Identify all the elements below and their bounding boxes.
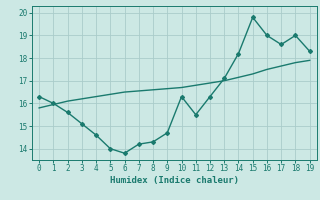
X-axis label: Humidex (Indice chaleur): Humidex (Indice chaleur): [110, 176, 239, 185]
